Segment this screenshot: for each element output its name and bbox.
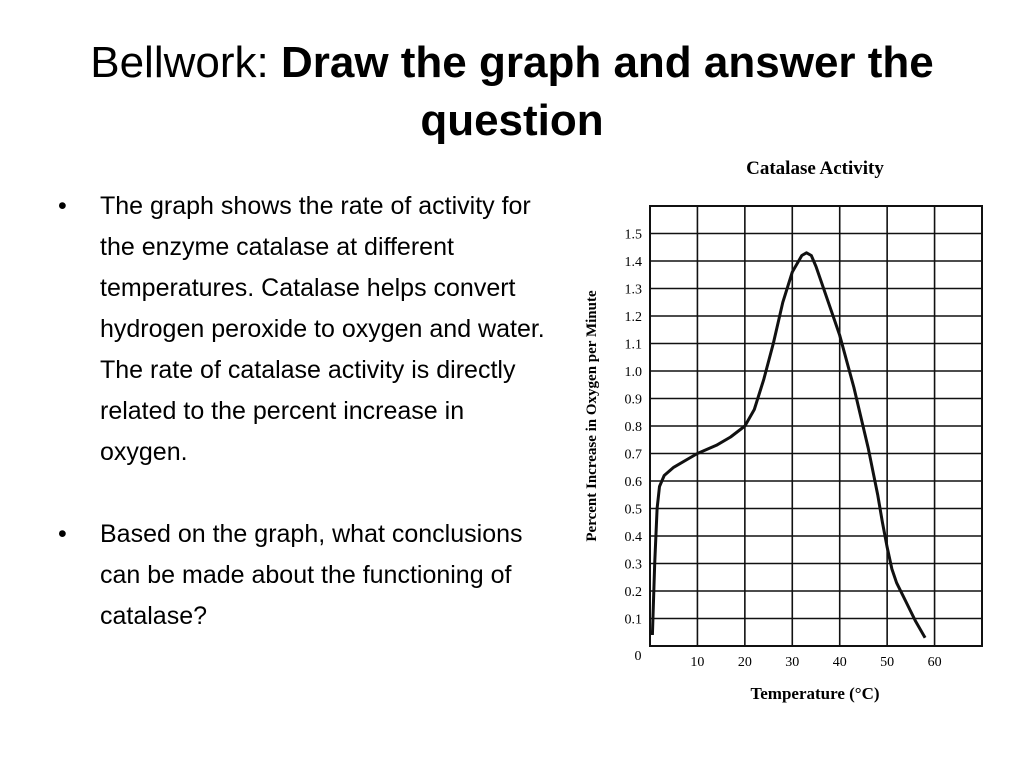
chart-title: Catalase Activity [746, 158, 884, 179]
y-tick-label: 0.5 [625, 503, 643, 518]
title-bold: Draw the graph and answer the question [280, 38, 934, 145]
x-tick-label: 60 [928, 655, 942, 670]
chart-grid [649, 205, 983, 647]
y-tick-label: 1.1 [625, 338, 643, 353]
y-tick-label: 0.9 [625, 393, 643, 408]
y-tick-label: 0.2 [625, 585, 643, 600]
catalase-activity-line [650, 251, 927, 639]
y-tick-label: 1.2 [625, 310, 643, 325]
title-plain: Bellwork: [90, 38, 269, 87]
catalase-chart: Catalase Activity 0.1 0.2 0.3 0.4 0.5 0.6 0.7 0… [570, 148, 1000, 718]
y-tick-label: 0.7 [625, 448, 643, 463]
bullet-item-2: • Based on the graph, what conclusions c… [58, 514, 558, 637]
y-tick-label: 0.1 [625, 613, 643, 628]
x-tick-label: 20 [738, 655, 752, 670]
y-axis-label: Percent Increase in Oxygen per Minute [584, 290, 600, 542]
x-tick-labels: 10 20 30 40 50 60 [690, 655, 941, 670]
y-tick-label: 0.6 [625, 475, 643, 490]
y-tick-label: 0.3 [625, 558, 643, 573]
x-origin-label: 0 [635, 649, 642, 664]
bullet-text-2: Based on the graph, what conclusions can… [100, 520, 523, 630]
x-axis-label: Temperature (°C) [750, 684, 879, 703]
bullet-dot: • [58, 192, 67, 220]
slide-title: Bellwork: Draw the graph and answer the … [40, 34, 984, 150]
y-tick-label: 1.3 [625, 283, 643, 298]
x-tick-label: 50 [880, 655, 894, 670]
x-tick-label: 40 [833, 655, 847, 670]
x-tick-label: 30 [785, 655, 799, 670]
y-tick-label: 1.0 [625, 365, 643, 380]
y-tick-label: 1.4 [625, 255, 643, 270]
y-tick-label: 1.5 [625, 228, 643, 243]
x-tick-label: 10 [690, 655, 704, 670]
bullet-text-1: The graph shows the rate of activity for… [100, 192, 545, 466]
y-tick-label: 0.4 [625, 530, 643, 545]
y-tick-labels: 0.1 0.2 0.3 0.4 0.5 0.6 0.7 0.8 0.9 1.0 1.1 1.2 1.3 1… [625, 228, 643, 628]
chart-svg: Catalase Activity 0.10.20.30.40.50.60.70… [584, 158, 983, 703]
bullet-dot: • [58, 520, 67, 548]
bullet-list: • The graph shows the rate of activity f… [58, 186, 558, 637]
bullet-item-1: • The graph shows the rate of activity f… [58, 186, 558, 473]
y-tick-label: 0.8 [625, 420, 643, 435]
